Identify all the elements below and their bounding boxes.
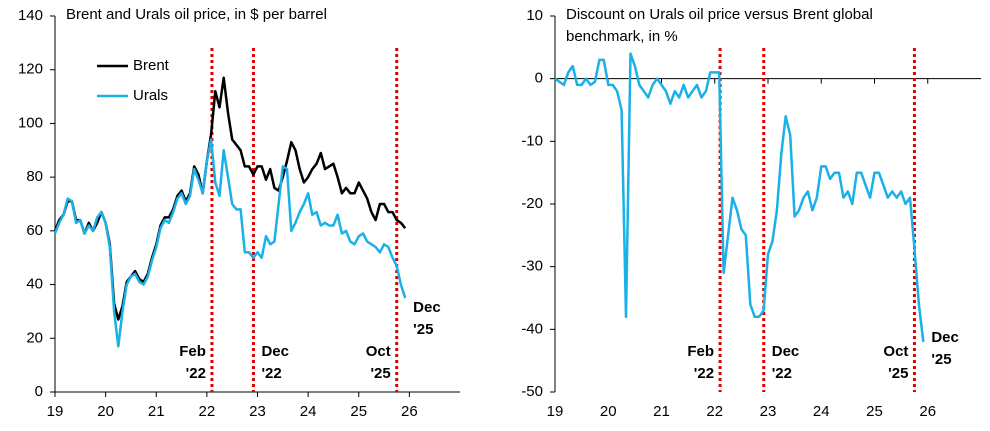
event-label: Feb (179, 343, 206, 360)
event-label: Dec (261, 343, 289, 360)
x-tick-label: 21 (653, 403, 670, 420)
event-label: Dec (772, 343, 800, 360)
event-label: '22 (694, 365, 714, 382)
y-tick-label: 0 (35, 383, 43, 400)
x-tick-label: 23 (249, 403, 266, 420)
y-tick-label: -20 (521, 195, 543, 212)
x-tick-label: 23 (760, 403, 777, 420)
event-label: Oct (366, 343, 391, 360)
end-label: '25 (413, 321, 433, 338)
legend-label: Brent (133, 57, 170, 74)
x-tick-label: 19 (47, 403, 64, 420)
event-label: '22 (772, 365, 792, 382)
x-tick-label: 24 (813, 403, 830, 420)
data-line (554, 52, 925, 343)
y-tick-label: -10 (521, 132, 543, 149)
x-tick-label: 20 (600, 403, 617, 420)
x-tick-label: 20 (97, 403, 114, 420)
x-tick-label: 24 (300, 403, 317, 420)
event-label: '25 (370, 365, 390, 382)
y-tick-label: -30 (521, 258, 543, 275)
y-tick-label: 140 (18, 7, 43, 24)
end-label: '25 (931, 351, 951, 368)
y-tick-label: 100 (18, 114, 43, 131)
chart-title: Discount on Urals oil price versus Brent… (566, 6, 873, 45)
y-tick-label: -40 (521, 320, 543, 337)
chart-title: Brent and Urals oil price, in $ per barr… (66, 6, 327, 23)
event-label: '22 (261, 365, 281, 382)
y-tick-label: 120 (18, 61, 43, 78)
x-tick-label: 25 (866, 403, 883, 420)
y-tick-label: 40 (26, 276, 43, 293)
y-tick-label: 0 (535, 70, 543, 87)
x-tick-label: 21 (148, 403, 165, 420)
x-tick-label: 25 (350, 403, 367, 420)
x-tick-label: 19 (547, 403, 564, 420)
x-tick-label: 22 (706, 403, 723, 420)
x-tick-label: 26 (401, 403, 418, 420)
event-label: Oct (883, 343, 908, 360)
x-tick-label: 22 (199, 403, 216, 420)
y-tick-label: -50 (521, 383, 543, 400)
x-tick-label: 26 (919, 403, 936, 420)
legend-label: Urals (133, 87, 168, 104)
event-label: Feb (687, 343, 714, 360)
y-tick-label: 80 (26, 168, 43, 185)
end-label: Dec (413, 299, 441, 316)
event-label: '25 (888, 365, 908, 382)
y-tick-label: 10 (526, 7, 543, 24)
y-tick-label: 60 (26, 222, 43, 239)
y-tick-label: 20 (26, 329, 43, 346)
end-label: Dec (931, 329, 959, 346)
data-line (53, 138, 407, 348)
event-label: '22 (186, 365, 206, 382)
